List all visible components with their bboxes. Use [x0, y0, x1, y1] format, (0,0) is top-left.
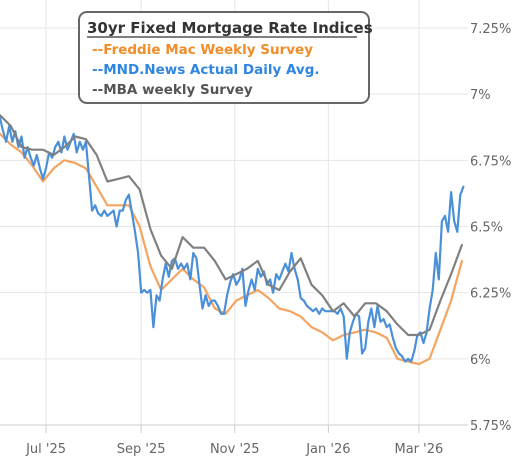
- series-mnd-daily-line: [0, 116, 465, 363]
- series-layer: [0, 114, 465, 366]
- legend-item-mba-weekly: --MBA weekly Survey: [92, 82, 253, 98]
- y-tick-label: 6%: [470, 353, 491, 368]
- legend-item-mnd-daily: --MND.News Actual Daily Avg.: [92, 62, 320, 78]
- legend-box: [78, 11, 370, 104]
- y-tick-label: 6.25%: [470, 287, 511, 302]
- y-tick-label: 6.75%: [470, 154, 511, 169]
- y-tick-label: 5.75%: [470, 419, 511, 434]
- x-tick-label: Mar '26: [395, 442, 444, 457]
- y-tick-label: 6.5%: [470, 221, 503, 236]
- legend-item-freddie-mac: --Freddie Mac Weekly Survey: [92, 42, 313, 58]
- series-mba-weekly-line: [0, 114, 463, 337]
- series-freddie-mac-line: [0, 132, 463, 366]
- x-tick-label: Nov '25: [210, 442, 260, 457]
- chart-title: 30yr Fixed Mortgage Rate Indices: [87, 19, 373, 37]
- x-tick-label: Jul '25: [25, 442, 66, 457]
- legend: 30yr Fixed Mortgage Rate Indices --Fredd…: [78, 11, 373, 104]
- y-axis-ticks: 7.25% 7% 6.75% 6.5% 6.25% 6% 5.75%: [470, 22, 511, 434]
- x-axis-ticks: Jul '25 Sep '25 Nov '25 Jan '26 Mar '26: [0, 424, 468, 457]
- y-tick-label: 7%: [470, 88, 491, 103]
- x-tick-label: Jan '26: [305, 442, 350, 457]
- y-tick-label: 7.25%: [470, 22, 511, 37]
- x-tick-label: Sep '25: [117, 442, 166, 457]
